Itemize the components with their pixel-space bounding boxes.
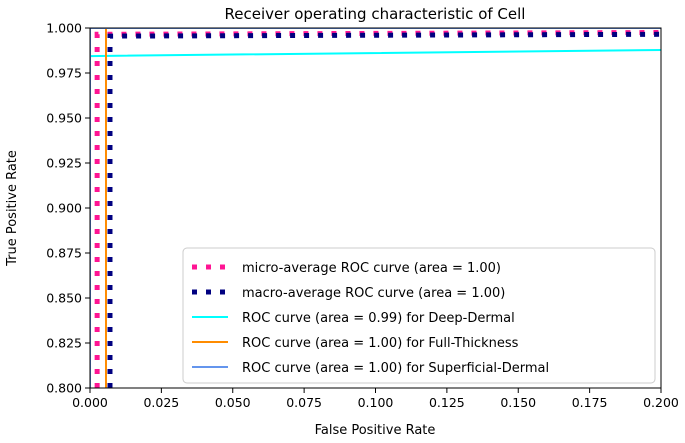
x-tick-label: 0.075 [286,395,322,410]
x-tick-label: 0.150 [500,395,536,410]
chart-title: Receiver operating characteristic of Cel… [225,5,526,23]
legend-label: ROC curve (area = 1.00) for Superficial-… [242,361,549,376]
series-line-2 [90,48,661,388]
series-line-1 [107,31,661,388]
x-axis-label: False Positive Rate [315,423,436,438]
legend-box [182,247,656,384]
y-tick-label: 0.825 [46,336,82,351]
series-line-3 [104,28,661,388]
y-tick-label: 0.900 [46,201,82,216]
x-tick-label: 0.200 [643,395,679,410]
legend-label: ROC curve (area = 1.00) for Full-Thickne… [242,336,519,351]
x-tick-label: 0.100 [358,395,394,410]
y-tick-label: 0.925 [46,156,82,171]
plot-frame [89,27,662,389]
x-tick-label: 0.025 [143,395,179,410]
y-tick-label: 0.975 [46,66,82,81]
x-tick-label: 0.175 [572,395,608,410]
x-tick-label: 0.050 [215,395,251,410]
legend: micro-average ROC curve (area = 1.00) mac… [182,247,656,384]
y-tick-label: 0.875 [46,246,82,261]
y-tick-label: 0.850 [46,291,82,306]
x-tick-label: 0.125 [429,395,465,410]
y-tick-label: 0.950 [46,111,82,126]
x-tick-label: 0.000 [72,395,108,410]
y-tick-label: 1.000 [46,21,82,36]
legend-label: micro-average ROC curve (area = 1.00) [242,261,501,276]
y-tick-label: 0.800 [46,381,82,396]
legend-label: ROC curve (area = 0.99) for Deep-Dermal [242,311,515,326]
y-axis-label: True Positive Rate [5,150,20,267]
legend-label: macro-average ROC curve (area = 1.00) [242,286,505,301]
